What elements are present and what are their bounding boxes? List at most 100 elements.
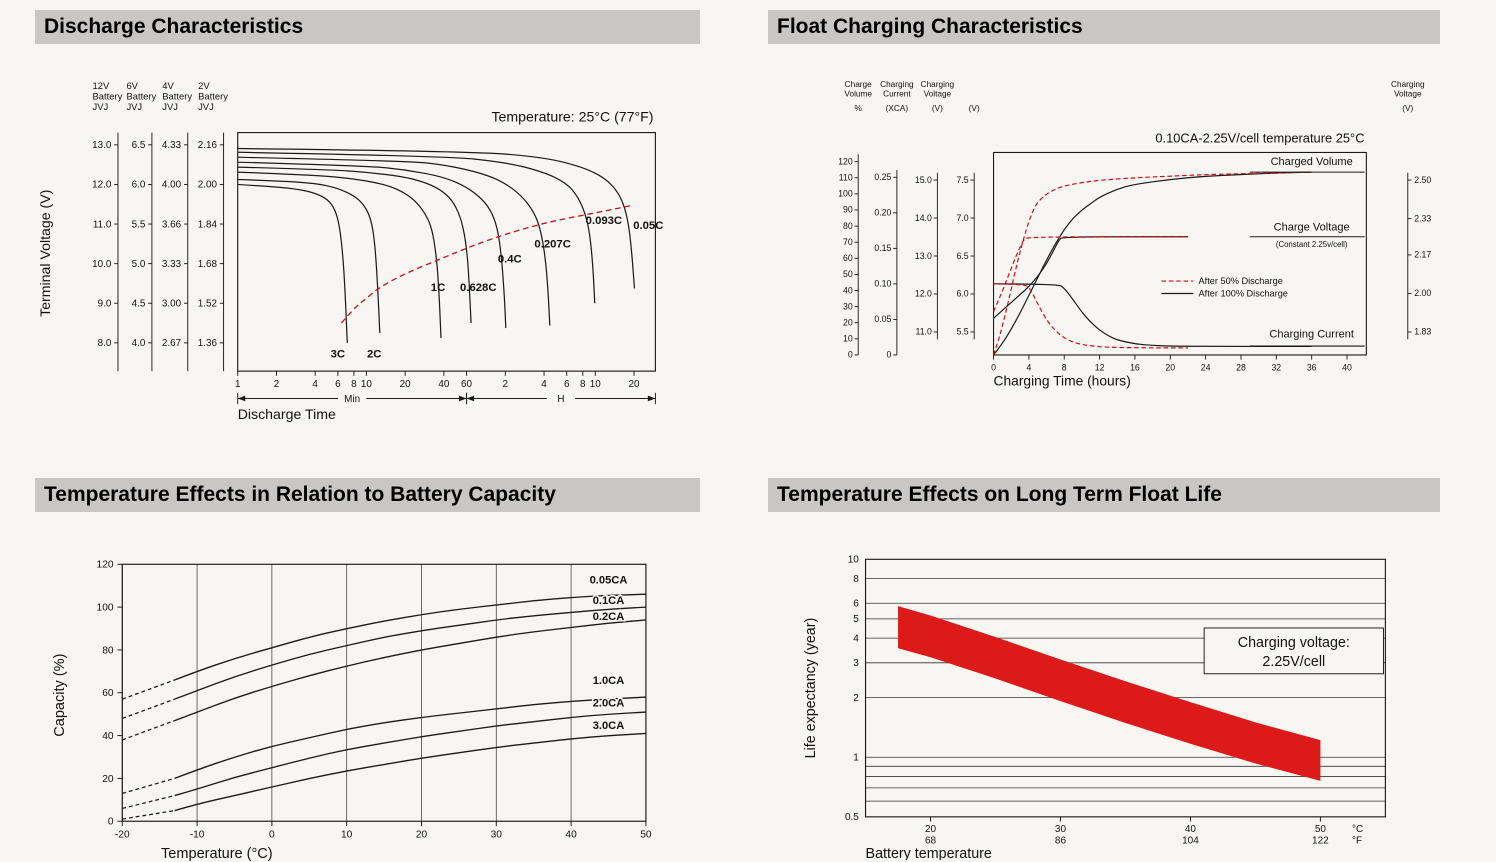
svg-text:0.05C: 0.05C	[633, 220, 663, 232]
svg-text:12: 12	[1095, 363, 1105, 373]
svg-text:JVJ: JVJ	[198, 101, 214, 112]
svg-text:Voltage: Voltage	[1394, 89, 1422, 98]
svg-text:40: 40	[1185, 824, 1197, 835]
svg-text:80: 80	[102, 645, 114, 656]
svg-text:H: H	[557, 394, 564, 405]
svg-text:6: 6	[853, 599, 859, 610]
svg-text:2.0CA: 2.0CA	[593, 698, 625, 710]
svg-text:0.5: 0.5	[845, 812, 859, 823]
svg-text:122: 122	[1312, 836, 1329, 847]
svg-text:10: 10	[843, 334, 853, 344]
svg-text:24: 24	[1201, 363, 1211, 373]
svg-text:40: 40	[102, 731, 114, 742]
svg-text:Battery temperature: Battery temperature	[866, 846, 992, 860]
svg-text:Charging Current: Charging Current	[1269, 329, 1354, 341]
curve-2.0CA	[174, 711, 646, 797]
svg-text:3.0CA: 3.0CA	[593, 720, 625, 732]
panel-float-life: Temperature Effects on Long Term Float L…	[768, 478, 1440, 862]
panel-discharge-characteristics: Discharge Characteristics Temperature: 2…	[35, 10, 700, 478]
svg-text:5: 5	[853, 614, 859, 625]
svg-text:0: 0	[848, 350, 853, 360]
svg-text:20: 20	[416, 830, 428, 841]
svg-text:(V): (V)	[932, 104, 943, 113]
curve-0.207C	[237, 156, 551, 326]
svg-text:-20: -20	[115, 830, 130, 841]
svg-text:Charge: Charge	[845, 80, 873, 89]
svg-text:10: 10	[590, 379, 601, 390]
svg-text:0: 0	[269, 830, 275, 841]
svg-text:11.0: 11.0	[93, 219, 112, 230]
svg-text:50: 50	[640, 830, 652, 841]
svg-text:80: 80	[843, 221, 853, 231]
svg-text:1: 1	[235, 379, 241, 390]
svg-text:70: 70	[843, 237, 853, 247]
svg-text:20: 20	[1165, 363, 1175, 373]
svg-text:Discharge Time: Discharge Time	[238, 406, 336, 422]
svg-text:68: 68	[925, 836, 937, 847]
curve-charging-current-after-50pct-discharge	[993, 283, 1188, 349]
svg-text:30: 30	[491, 830, 503, 841]
svg-text:0: 0	[991, 363, 996, 373]
curve-0.1CA	[174, 606, 646, 700]
curve-0.093C	[237, 151, 596, 304]
curve-charged-volume-after-100pct-discharge	[993, 171, 1312, 356]
svg-text:0.1CA: 0.1CA	[593, 595, 625, 607]
svg-text:6: 6	[335, 379, 341, 390]
svg-text:1.36: 1.36	[198, 338, 218, 349]
svg-text:8: 8	[351, 379, 357, 390]
life-band	[898, 606, 1321, 781]
svg-text:2: 2	[503, 379, 509, 390]
svg-text:Charging: Charging	[880, 80, 914, 89]
svg-text:9.0: 9.0	[98, 299, 112, 310]
svg-text:40: 40	[565, 830, 577, 841]
curve-0.4C	[237, 161, 507, 329]
curve-charge-voltage-after-100pct-discharge	[993, 236, 1188, 319]
svg-text:3C: 3C	[331, 349, 345, 361]
svg-text:Charging Time (hours): Charging Time (hours)	[994, 373, 1131, 388]
svg-text:%: %	[855, 104, 863, 113]
svg-text:4: 4	[312, 379, 318, 390]
float-charging-chart: 0.10CA-2.25V/cell temperature 25°C Charge…	[838, 80, 1431, 388]
svg-text:Battery: Battery	[198, 91, 228, 102]
svg-text:12.0: 12.0	[92, 180, 112, 191]
svg-text:4.5: 4.5	[132, 299, 146, 310]
svg-text:-10: -10	[190, 830, 205, 841]
svg-text:Current: Current	[883, 89, 911, 98]
discharge-chart: Temperature: 25°C (77°F) Terminal Voltage…	[37, 80, 663, 422]
svg-text:0.20: 0.20	[874, 208, 891, 218]
svg-text:20: 20	[629, 379, 640, 390]
svg-text:6.0: 6.0	[957, 289, 969, 299]
svg-text:2V: 2V	[198, 80, 210, 91]
svg-text:4V: 4V	[162, 80, 174, 91]
svg-text:0.4C: 0.4C	[498, 253, 522, 265]
charging-voltage-note-box	[1203, 627, 1384, 675]
svg-text:°F: °F	[1352, 836, 1362, 847]
svg-text:1.84: 1.84	[198, 219, 218, 230]
svg-text:20: 20	[925, 824, 937, 835]
svg-text:Temperature (°C): Temperature (°C)	[161, 846, 273, 862]
curve-charge-voltage-after-50pct-discharge	[992, 236, 1188, 312]
svg-text:86: 86	[1055, 836, 1067, 847]
float-charging-title: Float Charging Characteristics	[777, 15, 1083, 38]
discharge-title: Discharge Characteristics	[44, 15, 304, 38]
svg-text:5.5: 5.5	[957, 327, 969, 337]
svg-text:Charge Voltage: Charge Voltage	[1274, 222, 1350, 234]
svg-text:6V: 6V	[126, 80, 138, 91]
svg-text:2.00: 2.00	[1414, 288, 1431, 298]
svg-text:28: 28	[1236, 363, 1246, 373]
curve-2C	[237, 178, 381, 333]
panel-capacity-temperature: Temperature Effects in Relation to Batte…	[35, 478, 700, 862]
svg-text:6.5: 6.5	[957, 251, 969, 261]
svg-text:100: 100	[838, 189, 853, 199]
svg-text:14.0: 14.0	[915, 213, 932, 223]
svg-text:20: 20	[400, 379, 411, 390]
svg-text:40: 40	[843, 285, 853, 295]
svg-text:12.0: 12.0	[915, 289, 932, 299]
svg-text:2.33: 2.33	[1414, 213, 1431, 223]
svg-text:Terminal Voltage (V): Terminal Voltage (V)	[37, 190, 53, 317]
svg-text:4: 4	[853, 633, 859, 644]
svg-text:50: 50	[1315, 824, 1327, 835]
svg-text:Temperature: 25°C (77°F): Temperature: 25°C (77°F)	[491, 108, 653, 124]
discharge-plot: Temperature: 25°C (77°F) Terminal Voltage…	[37, 80, 663, 422]
svg-text:36: 36	[1307, 363, 1317, 373]
